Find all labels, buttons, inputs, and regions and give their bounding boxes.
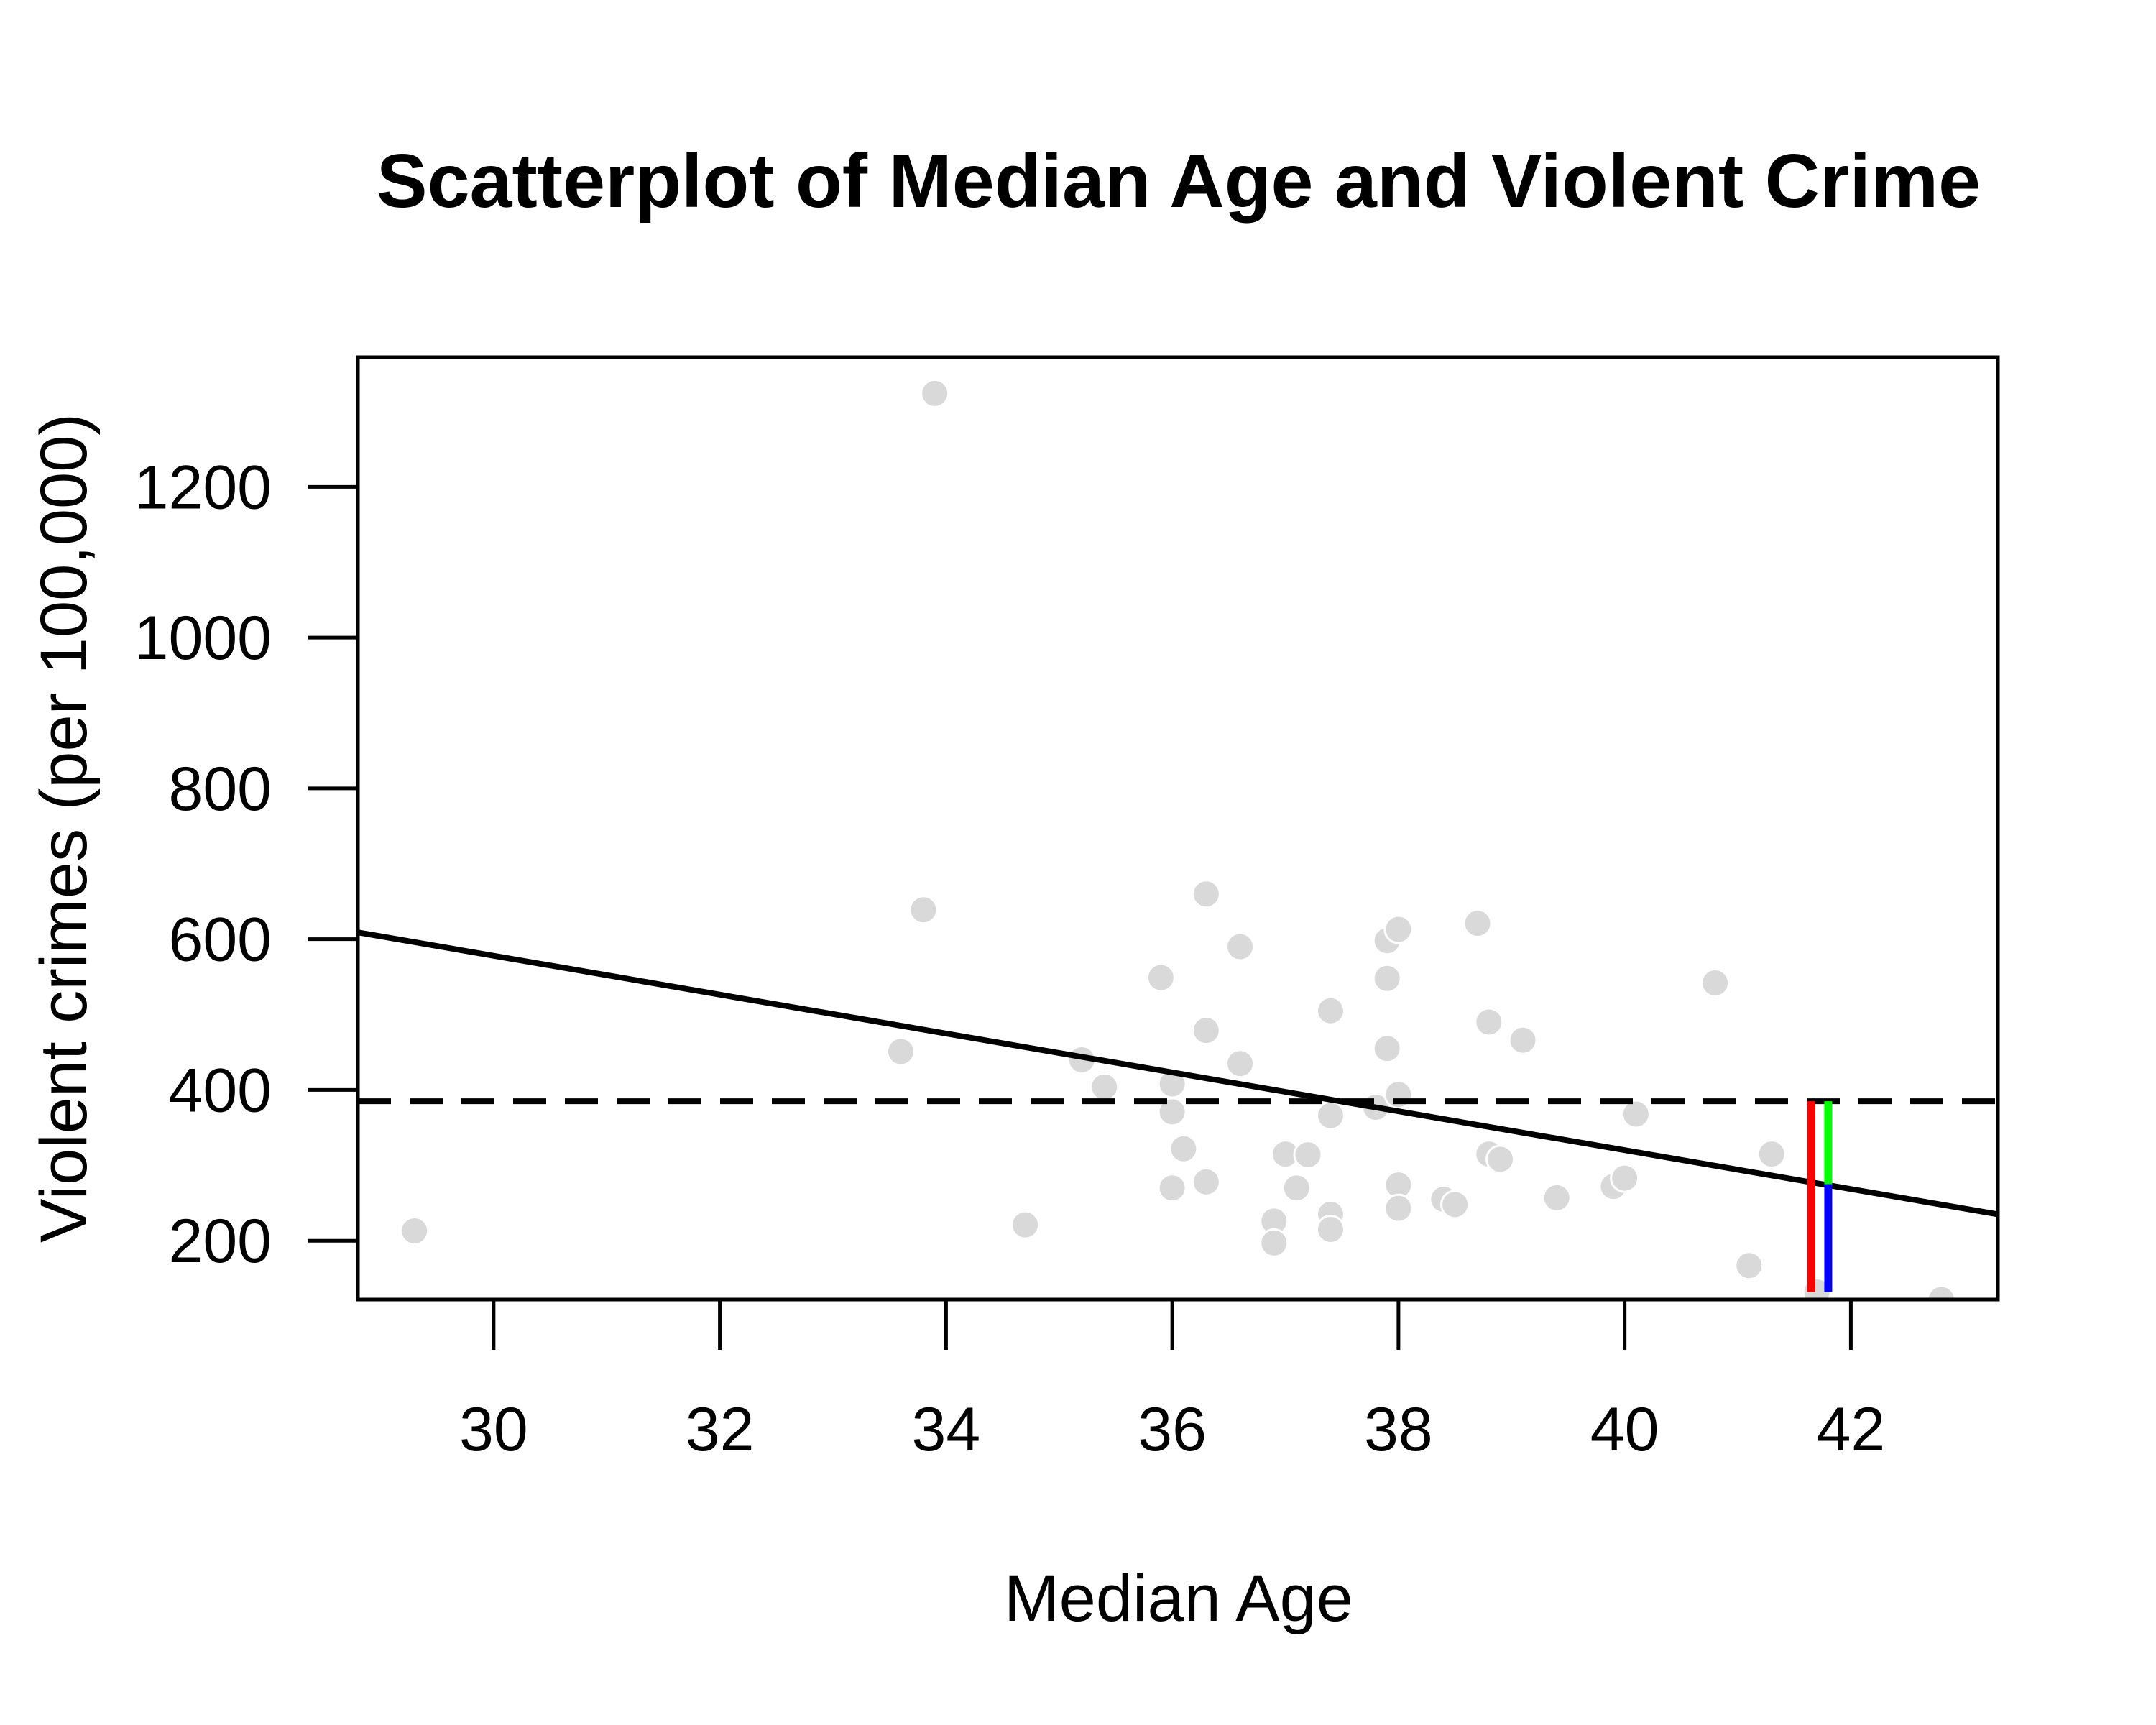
y-tick-label: 600 — [169, 906, 272, 975]
plot-frame — [356, 355, 2000, 1302]
data-point — [400, 1216, 430, 1246]
data-point — [1756, 1139, 1787, 1169]
data-point — [1485, 1144, 1516, 1174]
y-tick-label: 800 — [169, 755, 272, 824]
data-point — [1700, 968, 1731, 998]
y-tick-label: 1000 — [134, 604, 272, 673]
x-tick-label: 32 — [686, 1395, 755, 1464]
data-point — [1926, 1284, 1956, 1300]
y-tick-label: 200 — [169, 1207, 272, 1276]
data-point — [1315, 995, 1345, 1026]
data-point — [1474, 1007, 1504, 1037]
x-tick-label: 34 — [912, 1395, 981, 1464]
data-point — [1372, 1034, 1402, 1064]
data-point — [1440, 1190, 1470, 1220]
data-point — [1293, 1140, 1323, 1170]
data-point — [1146, 962, 1176, 993]
x-tick-label: 36 — [1138, 1395, 1207, 1464]
data-point — [1281, 1173, 1312, 1203]
data-point — [1191, 1167, 1221, 1197]
x-tick-label: 40 — [1590, 1395, 1659, 1464]
chart-title: Scatterplot of Median Age and Violent Cr… — [377, 139, 1981, 224]
x-tick-label: 38 — [1364, 1395, 1433, 1464]
data-point — [1462, 908, 1493, 939]
data-point — [1010, 1210, 1041, 1240]
plot-inner — [358, 378, 1998, 1300]
y-axis-label: Violent crimes (per 100,000) — [27, 413, 101, 1243]
data-point — [1169, 1133, 1199, 1164]
data-point — [1315, 1214, 1345, 1244]
data-point — [1191, 879, 1221, 909]
data-point — [1225, 1049, 1256, 1079]
axes: 30 32 34 36 38 40 42 200 400 600 800 1000 1200 — [134, 355, 2000, 1464]
data-point — [1610, 1163, 1640, 1193]
data-point — [1383, 914, 1414, 944]
data-point — [1372, 963, 1402, 993]
data-point — [1157, 1097, 1187, 1127]
x-tick-label: 30 — [459, 1395, 528, 1464]
regression-line — [358, 929, 1998, 1218]
data-point — [1191, 1016, 1221, 1046]
plot-area — [358, 378, 1998, 1300]
data-point — [1734, 1251, 1764, 1281]
data-point — [1259, 1228, 1289, 1258]
y-tick-label: 400 — [169, 1056, 272, 1125]
data-point — [908, 895, 939, 925]
data-point — [1621, 1099, 1651, 1129]
data-point — [885, 1036, 916, 1067]
data-point — [1089, 1072, 1120, 1102]
data-point — [1315, 1100, 1345, 1131]
data-point — [1542, 1182, 1572, 1213]
x-axis-label: Median Age — [1004, 1562, 1353, 1635]
data-point — [1508, 1025, 1538, 1055]
data-point — [920, 378, 950, 408]
data-point — [1157, 1173, 1187, 1203]
data-point — [1383, 1193, 1414, 1223]
x-tick-label: 42 — [1817, 1395, 1886, 1464]
data-point — [1225, 932, 1256, 962]
y-tick-label: 1200 — [134, 453, 272, 522]
